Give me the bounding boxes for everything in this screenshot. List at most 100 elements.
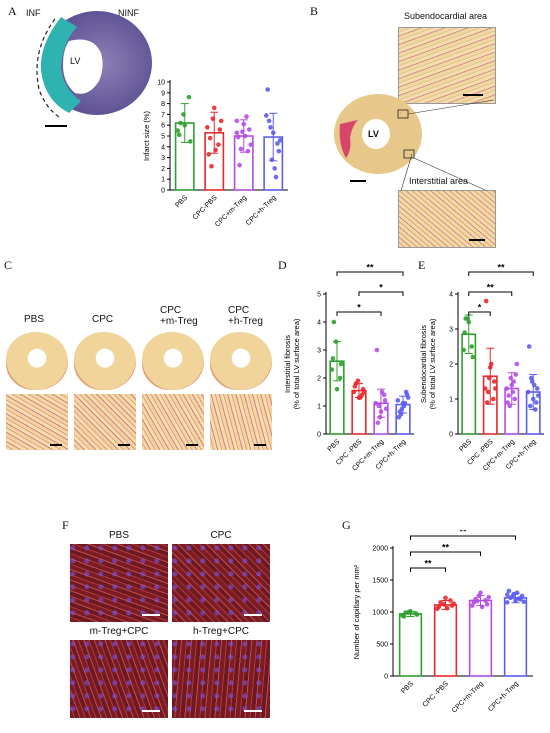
data-point: [395, 398, 401, 403]
lv-label-a: LV: [70, 56, 81, 66]
data-point: [273, 174, 279, 180]
immunostain-tile: [70, 544, 168, 622]
panel-letter-e: E: [418, 258, 426, 272]
y-tick-label: 10: [157, 80, 165, 87]
y-tick-label: 2: [449, 362, 453, 369]
data-point: [530, 396, 536, 402]
x-tick-label: PBS: [458, 438, 473, 453]
data-point: [436, 604, 442, 610]
data-point: [216, 142, 221, 147]
significance-label: **: [459, 530, 467, 537]
data-point: [505, 400, 510, 405]
y-tick-label: 6: [161, 123, 165, 130]
data-point: [245, 148, 251, 154]
x-tick-label: CPC+m-Treg: [451, 680, 485, 714]
data-point: [382, 398, 388, 403]
data-point: [270, 130, 276, 136]
data-point: [234, 118, 240, 124]
panel-letter-f: F: [62, 518, 69, 532]
x-tick-label: CPC+h-Treg: [487, 680, 520, 713]
data-point: [338, 361, 344, 367]
bar-cpc-m-treg: [468, 599, 493, 677]
group-label-c: CPC +m-Treg: [160, 305, 198, 327]
data-point: [188, 139, 193, 144]
significance-bracket: [336, 311, 382, 316]
y-tick-label: 0: [161, 188, 165, 195]
inf-tissue: [40, 17, 81, 113]
data-point: [479, 604, 485, 610]
x-tick-label: PBS: [327, 438, 342, 453]
data-point: [272, 166, 277, 171]
significance-label: **: [487, 283, 495, 293]
y-axis-label: Subendocardial fibrosis: [419, 325, 428, 403]
data-point: [361, 389, 367, 395]
data-point: [277, 138, 283, 143]
data-point: [213, 147, 218, 153]
immunostain-tile: [172, 544, 270, 622]
panel-letter-d: D: [278, 258, 287, 272]
micrograph-c: [6, 394, 68, 450]
data-point: [511, 379, 517, 384]
data-point: [401, 614, 407, 619]
data-point: [376, 403, 382, 409]
data-point: [512, 396, 518, 402]
data-point: [266, 118, 272, 124]
bar-cpc-pbs: [433, 604, 458, 677]
data-point: [207, 135, 213, 141]
group-label-c: CPC: [92, 314, 114, 325]
subendocardial-area-label: Subendocardial area: [404, 11, 488, 21]
data-point: [438, 600, 443, 605]
significance-bracket: [336, 271, 404, 276]
data-point: [533, 400, 539, 405]
y-tick-label: 2: [161, 166, 165, 173]
lv-cavity-b: [362, 119, 390, 149]
significance-label: **: [497, 263, 505, 273]
data-point: [398, 412, 404, 417]
data-point: [509, 594, 515, 599]
data-point: [265, 87, 270, 92]
y-tick-label: 3: [161, 155, 165, 162]
y-tick-label: 1000: [372, 610, 388, 617]
data-point: [514, 361, 520, 367]
data-point: [334, 386, 340, 392]
panel-letter-c: C: [4, 258, 13, 272]
data-point: [235, 134, 241, 140]
scale-bar-c: [118, 444, 130, 446]
scale-bar-b: [350, 180, 366, 182]
data-point: [504, 600, 510, 605]
y-tick-label: 0: [317, 432, 321, 439]
data-point: [238, 146, 244, 152]
data-point: [234, 130, 240, 136]
y-tick-label: 5: [317, 292, 321, 299]
x-tick-label: CPC -PBS: [422, 680, 451, 709]
data-point: [331, 319, 337, 325]
heart-section-c: [6, 332, 68, 390]
group-label-c: CPC +h-Treg: [228, 305, 263, 327]
subendocardial-fibrosis-chart: 0 1 2 3 4 Subendocardial fibrosis (% of total …: [419, 263, 544, 473]
data-point: [383, 406, 389, 412]
data-point: [493, 386, 498, 391]
y-tick-label: 4: [317, 320, 321, 327]
significance-label: *: [357, 303, 361, 313]
data-point: [237, 162, 242, 168]
data-point: [513, 372, 519, 377]
data-point: [490, 396, 496, 402]
data-point: [379, 389, 385, 395]
bar-cpc-h-treg: [503, 597, 528, 677]
y-tick-label: 3: [317, 348, 321, 355]
lv-label-b: LV: [368, 129, 379, 139]
data-point: [504, 592, 510, 598]
group-label-f: h-Treg+CPC: [192, 626, 250, 637]
data-point: [269, 157, 275, 163]
data-point: [175, 128, 181, 133]
data-point: [248, 142, 254, 147]
data-point: [357, 395, 363, 400]
x-tick-label: CPC-PBS: [192, 194, 219, 221]
data-point: [469, 344, 475, 349]
data-point: [482, 386, 488, 391]
data-point: [242, 133, 248, 139]
significance-bracket: [358, 291, 404, 296]
group-label-f: PBS: [108, 530, 129, 541]
data-point: [514, 590, 520, 596]
